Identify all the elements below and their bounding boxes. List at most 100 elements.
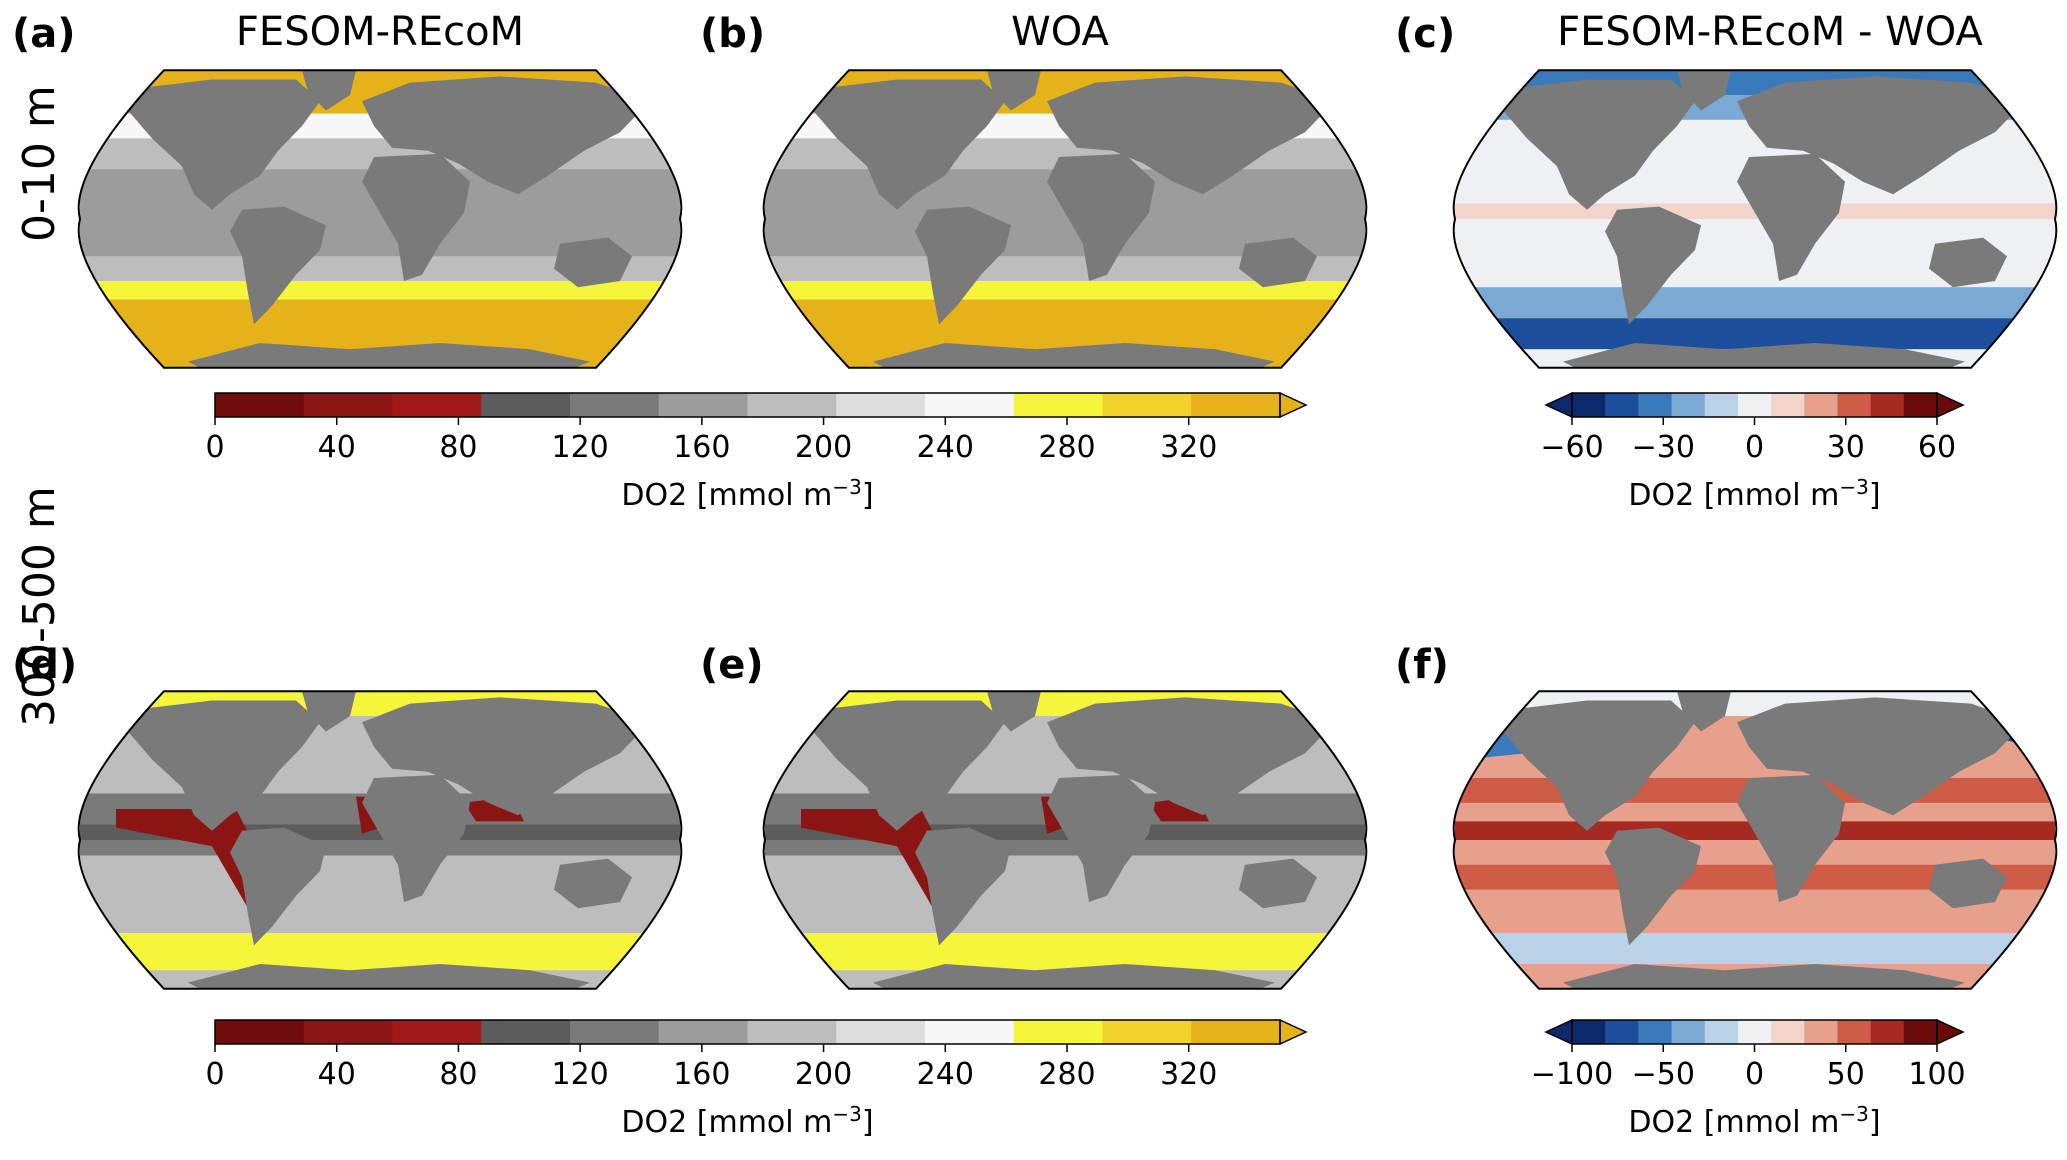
- colorbar-swatch: [303, 393, 393, 417]
- land-samerica: [230, 827, 326, 946]
- map-field: [80, 70, 680, 368]
- colorbar-swatch: [1572, 393, 1606, 417]
- land-eurasia: [362, 76, 650, 195]
- colorbar-tick-label: 0: [205, 1057, 225, 1092]
- land-eurasia: [1737, 76, 2025, 195]
- colorbar-swatch: [1903, 1020, 1938, 1044]
- land-namerica: [128, 79, 320, 210]
- map-outline: [77, 690, 683, 990]
- colorbar-swatch: [1102, 1020, 1192, 1044]
- colorbar-tick-label: 320: [1160, 430, 1218, 465]
- colorbar-tick-label: 240: [916, 430, 974, 465]
- land-eurasia: [362, 697, 650, 816]
- land-namerica: [1503, 79, 1695, 210]
- colorbar-tick-label: −50: [1631, 1057, 1695, 1092]
- land-samerica: [915, 827, 1011, 946]
- panel-letter-f: (f): [1395, 642, 1449, 688]
- colorbar-abs-bottom: [214, 1018, 1308, 1052]
- colorbar-tick-label: 280: [1038, 1057, 1096, 1092]
- colorbar-swatch: [1638, 1020, 1673, 1044]
- panel-title-a: FESOM-REcoM: [235, 9, 525, 55]
- colorbar-tick-label: 40: [317, 430, 356, 465]
- land-australia: [1929, 237, 2007, 288]
- colorbar-swatch: [1013, 393, 1103, 417]
- colorbar-tick-label: −60: [1540, 430, 1604, 465]
- colorbar-swatch: [1704, 1020, 1739, 1044]
- colorbar-swatch: [1102, 393, 1192, 417]
- land-eurasia: [1737, 697, 2025, 816]
- row-label-surface: 0-10 m: [14, 85, 65, 242]
- colorbar-swatch: [1804, 393, 1838, 417]
- land-australia: [554, 858, 632, 909]
- map-e: [762, 690, 1368, 990]
- colorbar-extend-max: [1279, 391, 1308, 419]
- land-samerica: [1605, 827, 1701, 946]
- field-omz-atlantic: [1041, 796, 1065, 834]
- colorbar-swatch: [836, 1020, 926, 1044]
- colorbar-tick-label: 160: [673, 1057, 731, 1092]
- colorbar-swatch: [1013, 1020, 1103, 1044]
- land-namerica: [128, 700, 320, 831]
- colorbar-extend-max: [1936, 1018, 1965, 1046]
- map-field: [765, 70, 1365, 368]
- field-band-south: [1455, 287, 2055, 319]
- colorbar-tick-label: 120: [551, 430, 609, 465]
- colorbar-swatch: [1870, 1020, 1905, 1044]
- panel-letter-e: (e): [700, 642, 764, 688]
- colorbar-tick-label: 320: [1160, 1057, 1218, 1092]
- colorbar-swatch: [925, 393, 1015, 417]
- colorbar-swatch: [1572, 1020, 1606, 1044]
- land-antarctica: [188, 964, 590, 989]
- map-field: [1455, 70, 2055, 368]
- colorbar-tick-label: 200: [794, 1057, 853, 1092]
- colorbar-tick-label: 280: [1038, 430, 1096, 465]
- colorbar-tick-label: 0: [1744, 430, 1765, 465]
- colorbar-extend-max: [1279, 1018, 1308, 1046]
- colorbar-extend-max: [1936, 391, 1965, 419]
- colorbar-swatch: [392, 1020, 482, 1044]
- colorbar-swatch: [1804, 1020, 1838, 1044]
- panel-letter-b: (b): [700, 11, 766, 57]
- land-antarctica: [873, 343, 1275, 368]
- colorbar-tick-label: 50: [1826, 1057, 1865, 1092]
- colorbar-label: DO2 [mmol m−3]: [621, 1102, 874, 1140]
- map-outline: [77, 69, 683, 369]
- colorbar-tick-label: 30: [1826, 430, 1865, 465]
- field-omz-pacific: [801, 809, 945, 909]
- colorbar-swatch: [1191, 393, 1281, 417]
- colorbar-swatch: [1191, 1020, 1281, 1044]
- colorbar-tick-label: 160: [673, 430, 731, 465]
- land-namerica: [813, 700, 1005, 831]
- land-samerica: [915, 206, 1011, 325]
- land-namerica: [813, 79, 1005, 210]
- map-outline: [1452, 690, 2058, 990]
- land-africa: [1737, 774, 1845, 902]
- field-band-south-2: [1455, 318, 2055, 350]
- colorbar-swatch: [1903, 393, 1938, 417]
- field-omz-pacific: [116, 809, 260, 909]
- colorbar-swatch: [1737, 393, 1772, 417]
- colorbar-swatch: [1638, 393, 1673, 417]
- land-africa: [362, 774, 470, 902]
- panel-letter-a: (a): [12, 11, 76, 57]
- colorbar-swatch: [1870, 393, 1905, 417]
- map-outline: [762, 690, 1368, 990]
- colorbar-label: DO2 [mmol m−3]: [1628, 1102, 1881, 1140]
- panel-letter-d: (d): [12, 642, 78, 688]
- colorbar-swatch: [1704, 393, 1739, 417]
- colorbar-swatch: [1671, 393, 1706, 417]
- colorbar-swatch: [215, 393, 305, 417]
- colorbar-swatch: [1737, 1020, 1772, 1044]
- map-outline: [1452, 69, 2058, 369]
- colorbar-swatch: [1771, 1020, 1805, 1044]
- land-australia: [1929, 858, 2007, 909]
- land-australia: [554, 237, 632, 288]
- colorbar-swatch: [1771, 393, 1805, 417]
- land-greenland: [1677, 691, 1731, 732]
- colorbar-tick-label: 80: [439, 1057, 478, 1092]
- colorbar-tick-label: 40: [317, 1057, 356, 1092]
- map-a: [77, 69, 683, 369]
- colorbar-tick-label: 60: [1917, 430, 1957, 465]
- colorbar-swatch: [303, 1020, 393, 1044]
- land-greenland: [987, 691, 1041, 732]
